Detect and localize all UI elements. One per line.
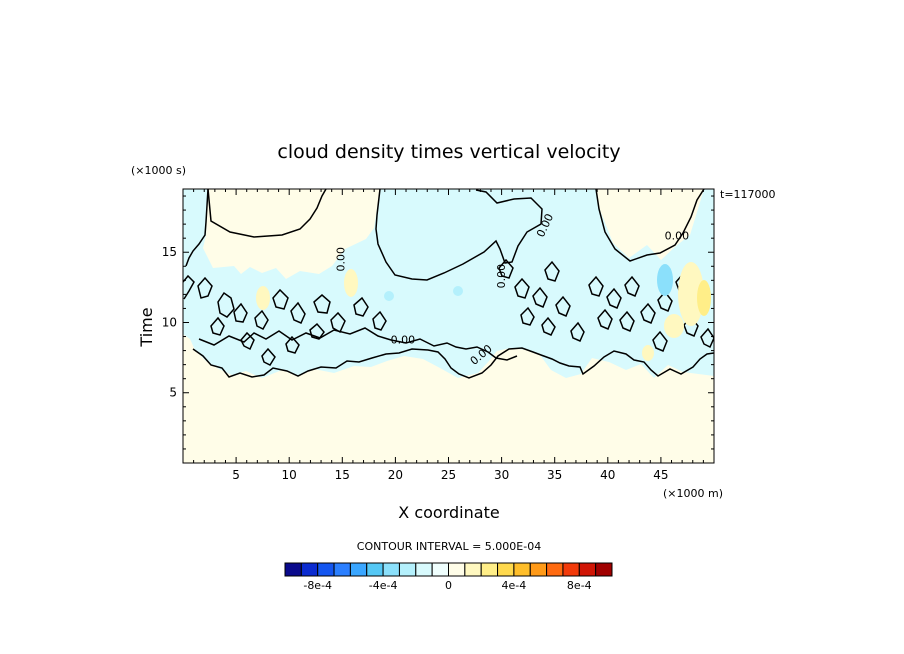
- colorbar-cell: [300, 562, 319, 577]
- colorbar-cell: [398, 562, 417, 577]
- contour-label: 0.00: [334, 247, 347, 272]
- plot-area: 0.000.000.000.000.00 0.00: [183, 189, 714, 463]
- x-tick-label: 30: [494, 468, 509, 482]
- chart-title: cloud density times vertical velocity: [277, 141, 620, 163]
- colorbar-cell: [284, 562, 302, 577]
- colorbar-cell: [497, 562, 515, 577]
- colorbar-cell: [578, 562, 597, 577]
- negative-blob-3: [657, 264, 673, 296]
- positive-blob-3: [678, 262, 704, 326]
- contour-label: 0.00: [665, 230, 690, 243]
- positive-blob-1: [256, 286, 270, 310]
- x-tick-label: 20: [388, 468, 403, 482]
- colorbar-cell: [546, 562, 564, 577]
- time-label: t=117000: [720, 188, 776, 201]
- positive-blob-4: [697, 280, 711, 316]
- colorbar-cell: [513, 562, 531, 577]
- x-tick-label: 40: [600, 468, 615, 482]
- colorbar-cell: [349, 562, 368, 577]
- colorbar-tick-label: -4e-4: [369, 579, 398, 592]
- colorbar-cell: [480, 562, 499, 577]
- colorbar-cell: [431, 562, 449, 577]
- colorbar: [284, 562, 613, 577]
- contour-label: 0.00: [495, 264, 508, 289]
- x-tick-label: 5: [232, 468, 240, 482]
- colorbar-tick-label: -8e-4: [303, 579, 332, 592]
- contour-cloud-base-inner: [198, 327, 518, 361]
- colorbar-cell: [595, 562, 613, 577]
- colorbar-cell: [529, 562, 548, 577]
- cloud-region-fill: [183, 189, 714, 378]
- x-tick-label: 35: [547, 468, 562, 482]
- y-tick-label: 10: [162, 315, 177, 329]
- y-axis-tick-labels: 5 10 15: [162, 245, 177, 400]
- contour-outer-cloud-top: [185, 189, 705, 281]
- negative-blob-1: [384, 291, 394, 301]
- colorbar-cell: [464, 562, 482, 577]
- colorbar-tick-label: 8e-4: [567, 579, 592, 592]
- positive-blob-6: [642, 345, 654, 361]
- y-unit-label: (×1000 s): [131, 164, 186, 177]
- x-tick-label: 25: [441, 468, 456, 482]
- colorbar-labels: -8e-4 -4e-4 0 4e-4 8e-4: [303, 579, 591, 592]
- y-tick-label: 5: [169, 386, 177, 400]
- colorbar-cell: [366, 562, 384, 577]
- positive-blob-2: [344, 269, 358, 297]
- x-axis-tick-labels: 5 10 15 20 25 30 35 40 45: [232, 468, 668, 482]
- colorbar-cell: [333, 562, 351, 577]
- contour-cells-mid: [261, 294, 387, 366]
- x-axis-title: X coordinate: [398, 503, 499, 522]
- colorbar-tick-label: 0: [445, 579, 452, 592]
- x-axis-ticks: [193, 189, 704, 463]
- contour-cells-center: [498, 258, 585, 342]
- x-tick-label: 10: [282, 468, 297, 482]
- y-tick-label: 15: [162, 245, 177, 259]
- contour-interval-text: CONTOUR INTERVAL = 5.000E-04: [357, 540, 541, 553]
- colorbar-cell: [562, 562, 580, 577]
- colorbar-cell: [382, 562, 400, 577]
- negative-blob-2: [453, 286, 463, 296]
- y-axis-ticks: [183, 195, 714, 450]
- contour-cells-left: [183, 274, 306, 351]
- x-tick-label: 45: [653, 468, 668, 482]
- colorbar-tick-label: 4e-4: [502, 579, 527, 592]
- x-unit-label: (×1000 m): [663, 487, 723, 500]
- colorbar-cell: [448, 562, 466, 577]
- colorbar-cell: [317, 562, 335, 577]
- contour-upper-left: [207, 189, 327, 238]
- colorbar-cell: [415, 562, 433, 577]
- x-tick-label: 15: [335, 468, 350, 482]
- contour-cloud-base: [192, 347, 714, 379]
- contour-label: 0.00: [391, 334, 416, 347]
- positive-blob-5: [664, 314, 684, 338]
- y-axis-title: Time: [137, 307, 156, 347]
